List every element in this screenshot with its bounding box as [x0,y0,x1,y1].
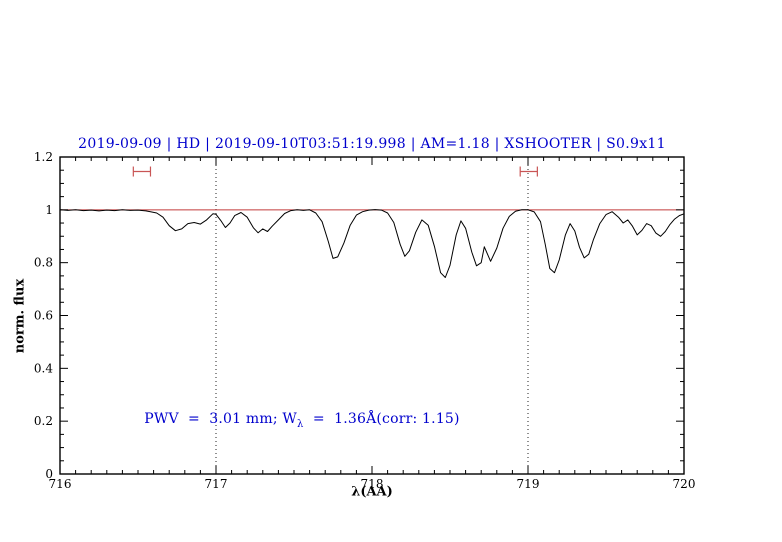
x-axis-label: λ(AA) [351,484,393,500]
axis-ticks [59,156,685,475]
x-tick-labels: 716 717 718 719 720 [49,477,696,491]
svg-text:0: 0 [45,467,53,481]
y-axis-label: norm. flux [12,278,28,354]
pwv-annotation: PWV = 3.01 mm; Wλ = 1.36Å(corr: 1.15) [144,411,459,430]
svg-text:718: 718 [361,477,384,491]
svg-text:0.2: 0.2 [34,414,53,428]
svg-text:716: 716 [49,477,72,491]
interval-markers [132,166,538,177]
svg-text:0.6: 0.6 [34,309,53,323]
spectrum-line [59,209,685,278]
pwv-annotation-prefix: PWV = 3.01 mm; W [144,411,298,428]
svg-text:719: 719 [517,477,540,491]
svg-text:1: 1 [45,203,53,217]
svg-text:0.8: 0.8 [34,256,53,270]
svg-text:1.2: 1.2 [34,150,53,164]
pwv-annotation-subscript: λ [297,418,304,430]
svg-text:717: 717 [205,477,228,491]
svg-text:0.4: 0.4 [34,361,53,375]
chart-title: 2019-09-09 | HD | 2019-09-10T03:51:19.99… [78,136,666,152]
svg-text:720: 720 [673,477,696,491]
pwv-annotation-suffix: = 1.36Å(corr: 1.15) [303,411,460,428]
y-tick-labels: 0 0.2 0.4 0.6 0.8 1 1.2 [34,150,53,481]
